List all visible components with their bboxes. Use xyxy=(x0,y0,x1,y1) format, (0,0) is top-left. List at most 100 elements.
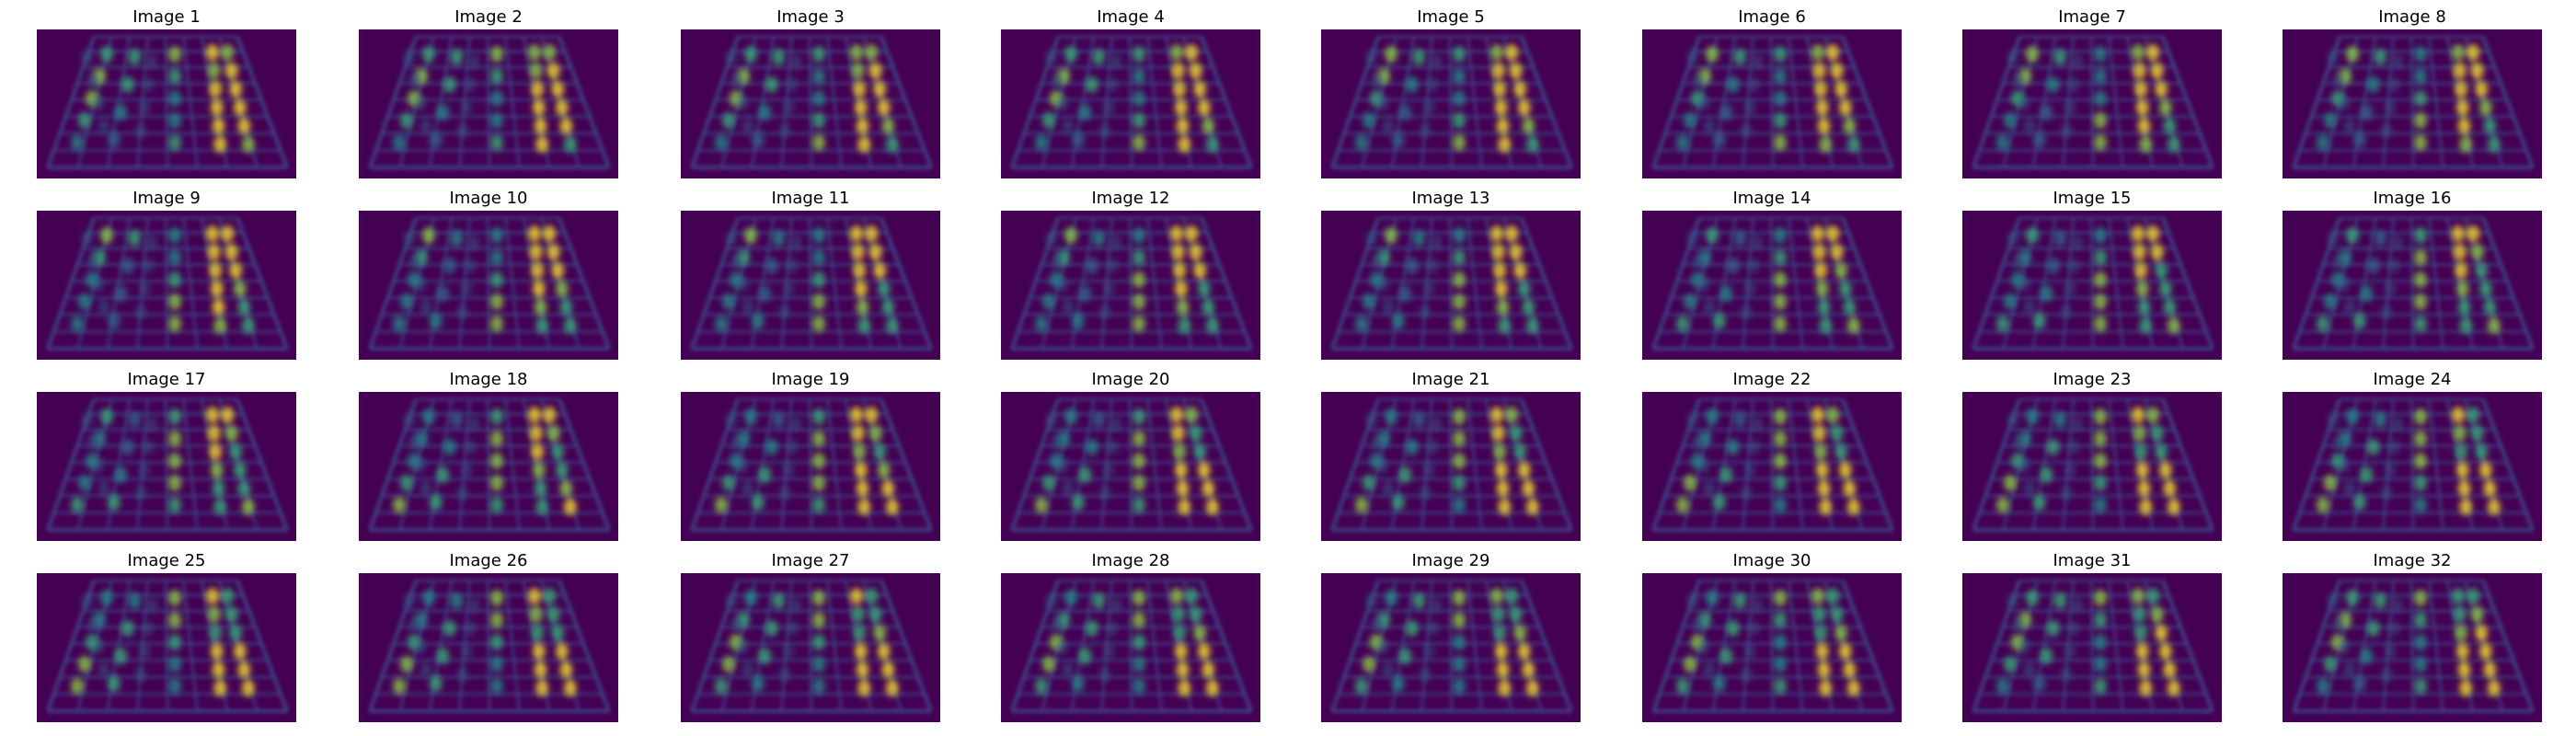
panel-title: Image 25 xyxy=(127,551,206,570)
panel-title: Image 4 xyxy=(1097,7,1165,27)
faint-blobs xyxy=(726,593,801,682)
heatmap-blobs xyxy=(71,225,255,334)
faint-blobs xyxy=(82,412,157,500)
faint-blobs xyxy=(2007,593,2083,682)
heatmap-image xyxy=(1001,573,1260,722)
faint-blobs xyxy=(82,593,157,682)
heatmap-blobs xyxy=(1035,44,1219,153)
faint-blobs xyxy=(1366,412,1442,500)
faint-blobs xyxy=(1046,50,1121,138)
panel-title: Image 28 xyxy=(1091,551,1170,570)
heatmap-image xyxy=(681,573,940,722)
faint-blobs xyxy=(1366,593,1442,682)
heatmap-image xyxy=(1962,29,2222,178)
panel-title: Image 15 xyxy=(2053,189,2132,208)
panel-title: Image 24 xyxy=(2373,370,2452,389)
heatmap-image xyxy=(359,392,618,541)
heatmap-blobs xyxy=(1035,407,1219,515)
faint-blobs xyxy=(1687,593,1763,682)
panel-title: Image 5 xyxy=(1417,7,1485,27)
faint-blobs xyxy=(82,50,157,138)
panel-title: Image 16 xyxy=(2373,189,2452,208)
faint-blobs xyxy=(404,50,479,138)
faint-blobs xyxy=(2328,412,2403,500)
faint-blobs xyxy=(1687,412,1763,500)
faint-blobs xyxy=(2328,50,2403,138)
heatmap-blobs xyxy=(1996,225,2180,334)
panel-title: Image 22 xyxy=(1732,370,1811,389)
heatmap-image xyxy=(1642,211,1902,360)
heatmap-image xyxy=(1962,211,2222,360)
heatmap-blobs xyxy=(2317,407,2501,515)
faint-blobs xyxy=(1687,50,1763,138)
heatmap-image xyxy=(37,392,296,541)
panel-title: Image 8 xyxy=(2378,7,2446,27)
faint-blobs xyxy=(82,231,157,319)
panel-title: Image 27 xyxy=(771,551,850,570)
heatmap-blobs xyxy=(71,44,255,153)
heatmap-image xyxy=(2283,211,2542,360)
heatmap-blobs xyxy=(393,588,577,696)
heatmap-blobs xyxy=(2317,588,2501,696)
heatmap-blobs xyxy=(393,225,577,334)
heatmap-blobs xyxy=(1355,407,1539,515)
panel-title: Image 21 xyxy=(1411,370,1490,389)
heatmap-image xyxy=(359,573,618,722)
faint-blobs xyxy=(1046,231,1121,319)
heatmap-image xyxy=(1001,211,1260,360)
panel-title: Image 23 xyxy=(2053,370,2132,389)
faint-blobs xyxy=(1046,593,1121,682)
heatmap-blobs xyxy=(1676,44,1860,153)
heatmap-image xyxy=(359,29,618,178)
faint-blobs xyxy=(726,50,801,138)
panel-title: Image 17 xyxy=(127,370,206,389)
panel-title: Image 7 xyxy=(2058,7,2126,27)
faint-blobs xyxy=(1687,231,1763,319)
heatmap-blobs xyxy=(393,407,577,515)
panel-title: Image 32 xyxy=(2373,551,2452,570)
heatmap-image xyxy=(2283,29,2542,178)
heatmap-image xyxy=(681,392,940,541)
heatmap-blobs xyxy=(1355,588,1539,696)
heatmap-blobs xyxy=(715,588,899,696)
faint-blobs xyxy=(404,231,479,319)
heatmap-image xyxy=(1321,211,1581,360)
heatmap-image xyxy=(1321,392,1581,541)
heatmap-image xyxy=(1962,392,2222,541)
panel-title: Image 10 xyxy=(449,189,528,208)
panel-title: Image 13 xyxy=(1411,189,1490,208)
heatmap-blobs xyxy=(71,407,255,515)
heatmap-image xyxy=(37,573,296,722)
heatmap-blobs xyxy=(2317,225,2501,334)
heatmap-blobs xyxy=(1676,225,1860,334)
faint-blobs xyxy=(2328,593,2403,682)
faint-blobs xyxy=(2007,50,2083,138)
faint-blobs xyxy=(404,412,479,500)
heatmap-blobs xyxy=(1996,407,2180,515)
heatmap-image xyxy=(1962,573,2222,722)
heatmap-blobs xyxy=(715,44,899,153)
heatmap-image xyxy=(1642,29,1902,178)
heatmap-blobs xyxy=(1355,225,1539,334)
faint-blobs xyxy=(726,231,801,319)
faint-blobs xyxy=(2007,412,2083,500)
panel-title: Image 30 xyxy=(1732,551,1811,570)
panel-title: Image 20 xyxy=(1091,370,1170,389)
heatmap-image xyxy=(1001,392,1260,541)
heatmap-image xyxy=(681,211,940,360)
heatmap-image xyxy=(681,29,940,178)
heatmap-image xyxy=(1321,573,1581,722)
heatmap-blobs xyxy=(393,44,577,153)
heatmap-image xyxy=(359,211,618,360)
heatmap-blobs xyxy=(1996,588,2180,696)
heatmap-blobs xyxy=(2317,44,2501,153)
heatmap-blobs xyxy=(1035,225,1219,334)
faint-blobs xyxy=(2328,231,2403,319)
panel-title: Image 29 xyxy=(1411,551,1490,570)
heatmap-image xyxy=(37,29,296,178)
panel-title: Image 26 xyxy=(449,551,528,570)
heatmap-blobs xyxy=(715,225,899,334)
heatmap-blobs xyxy=(71,588,255,696)
heatmap-image xyxy=(1642,573,1902,722)
